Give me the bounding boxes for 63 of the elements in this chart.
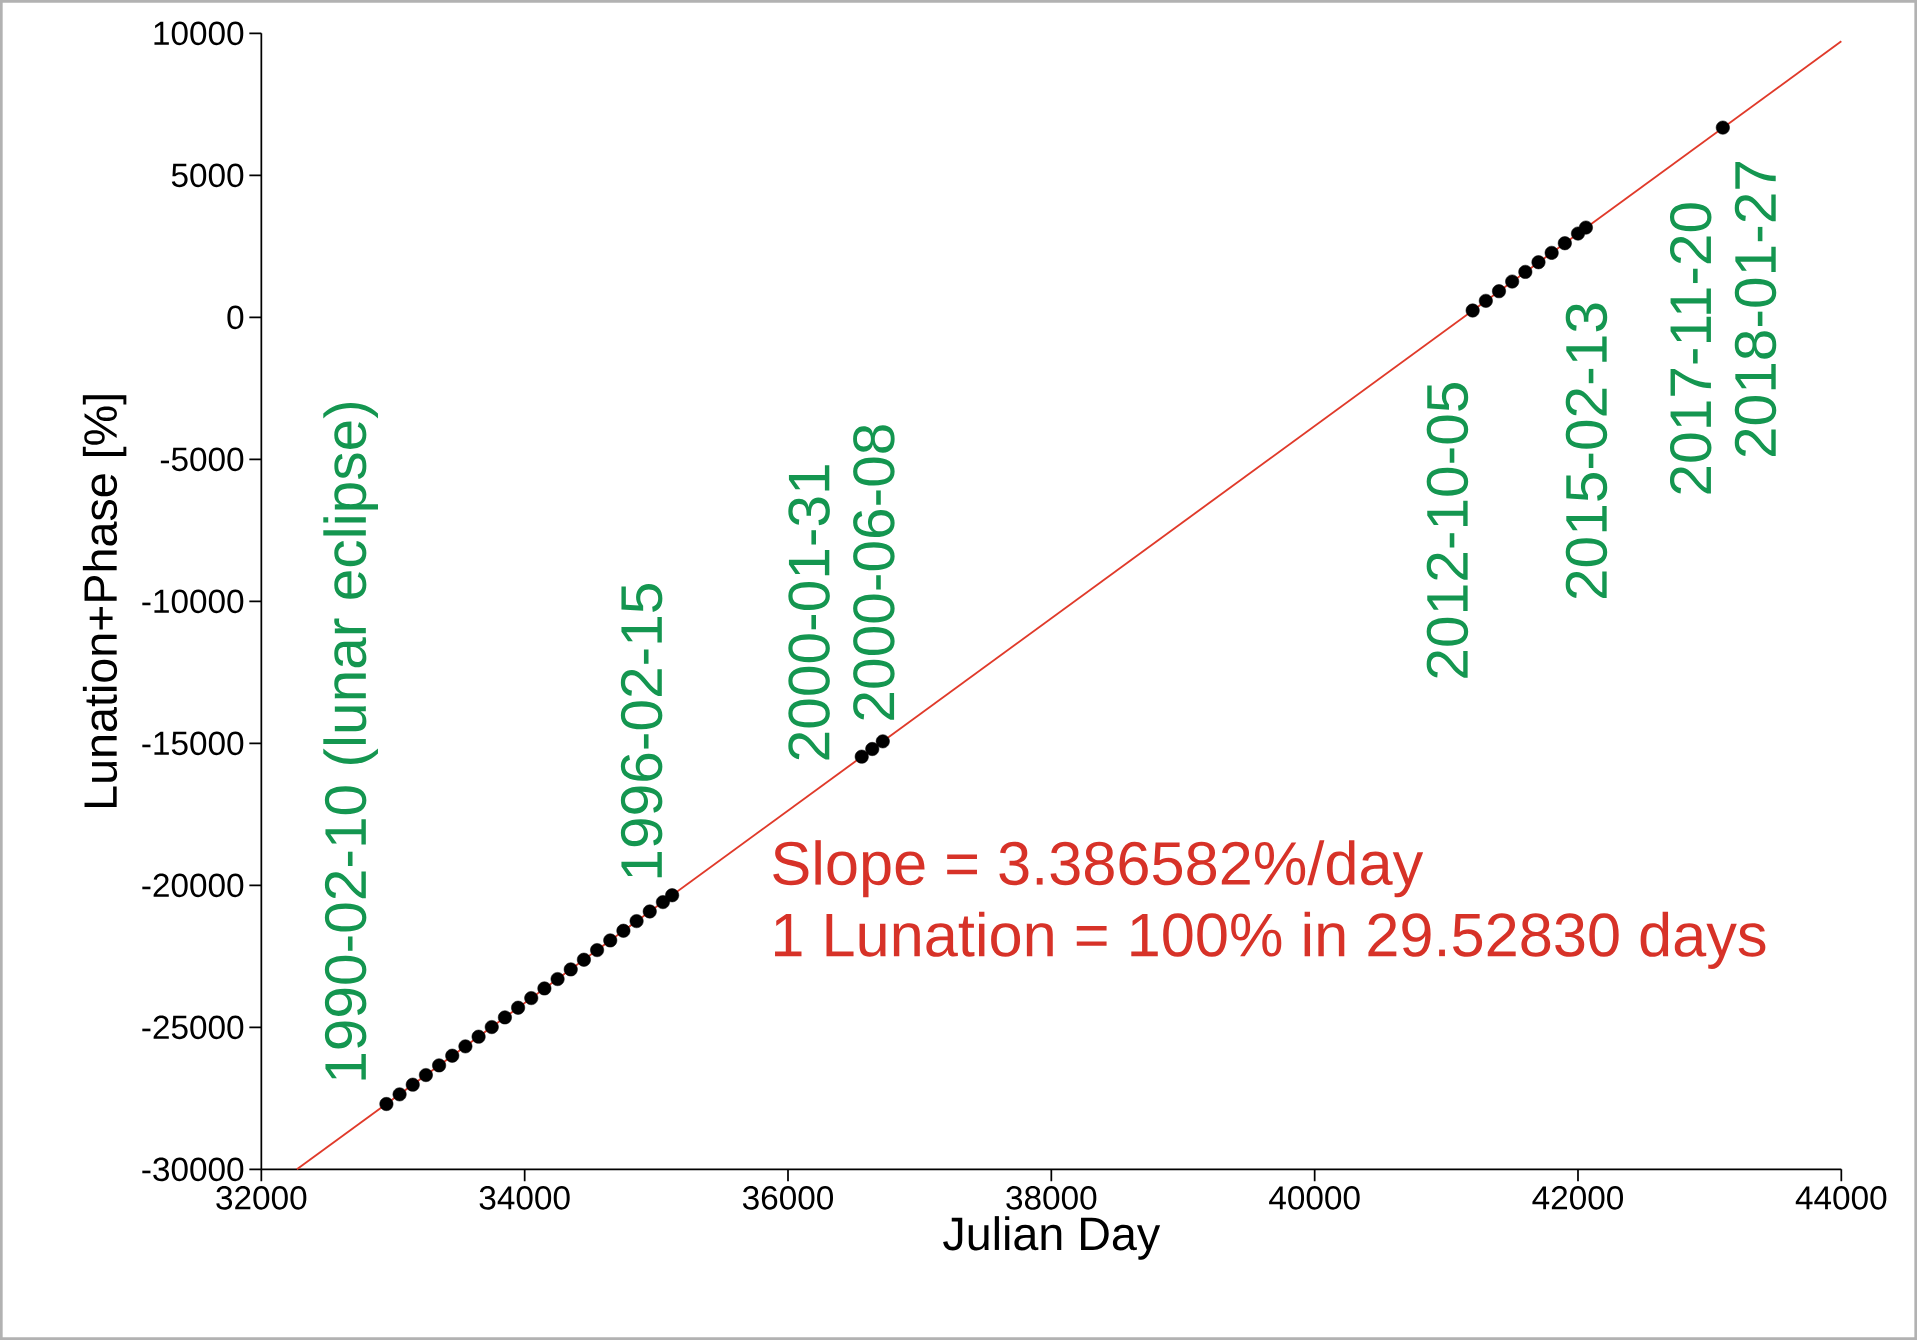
annotation: 2018-01-27 (1734, 161, 1777, 457)
y-tick-label: 10000 (154, 21, 244, 46)
point (629, 914, 644, 929)
point (576, 952, 591, 967)
x-tick-label: 44000 (1795, 1186, 1887, 1210)
y-tick-label: -5000 (160, 447, 244, 472)
x-tick-label: 36000 (742, 1186, 834, 1210)
point (590, 943, 605, 958)
point (875, 734, 890, 749)
point (1578, 220, 1593, 235)
point (1492, 284, 1506, 299)
point (445, 1048, 460, 1063)
point (616, 923, 631, 938)
point (405, 1077, 420, 1092)
point (642, 904, 657, 919)
y-tick-label: -15000 (142, 731, 244, 756)
annotation: 2000-06-08 (853, 425, 895, 720)
y-tick-label: -10000 (142, 589, 244, 614)
point (1715, 120, 1730, 135)
annotation: 2000-01-31 (788, 465, 830, 760)
point (1544, 245, 1559, 260)
point (1465, 303, 1480, 318)
point (1531, 255, 1546, 270)
x-tick-label: 40000 (1269, 1186, 1360, 1210)
annotation: 1990-02-10 (lunar eclipse) (323, 402, 378, 1080)
x-tick-label: 38000 (1006, 1186, 1097, 1210)
annotation: Slope = 3.386582%/day (773, 840, 1424, 898)
point (471, 1029, 486, 1044)
point (603, 933, 618, 948)
point (484, 1020, 499, 1034)
annotation: 1996-02-15 (620, 584, 663, 878)
point (1518, 264, 1533, 279)
y-tick-label: -20000 (142, 873, 244, 898)
point (458, 1039, 473, 1054)
point (665, 888, 680, 903)
x-tick-label: 34000 (479, 1186, 570, 1210)
annotation: 2015-02-13 (1565, 303, 1608, 599)
y-tick-label: -30000 (142, 1157, 244, 1182)
x-tick-label: 42000 (1532, 1186, 1624, 1210)
annotation: 2012-10-05 (1426, 383, 1469, 678)
annotation: 2017-11-20 (1669, 203, 1712, 494)
y-axis-title: Lunation+Phase [%] (82, 395, 127, 808)
y-tick-label: -25000 (142, 1015, 244, 1040)
point (1478, 293, 1493, 308)
point (524, 991, 539, 1006)
point (563, 962, 578, 977)
point (1557, 236, 1572, 251)
point (854, 749, 869, 764)
y-tick-label: 5000 (171, 163, 244, 188)
point (537, 981, 552, 996)
point (1505, 274, 1520, 289)
x-tick-label: 32000 (216, 1186, 307, 1210)
x-axis-title: Julian Day (943, 1216, 1161, 1260)
point (432, 1058, 447, 1073)
point (418, 1068, 433, 1082)
y-tick-label: 0 (227, 305, 244, 330)
annotation: 1 Lunation = 100% in 29.52830 days (775, 911, 1766, 969)
point (392, 1087, 407, 1102)
point (511, 1000, 526, 1015)
point (865, 742, 880, 756)
point (379, 1097, 394, 1111)
point (550, 972, 565, 986)
point (497, 1010, 512, 1025)
